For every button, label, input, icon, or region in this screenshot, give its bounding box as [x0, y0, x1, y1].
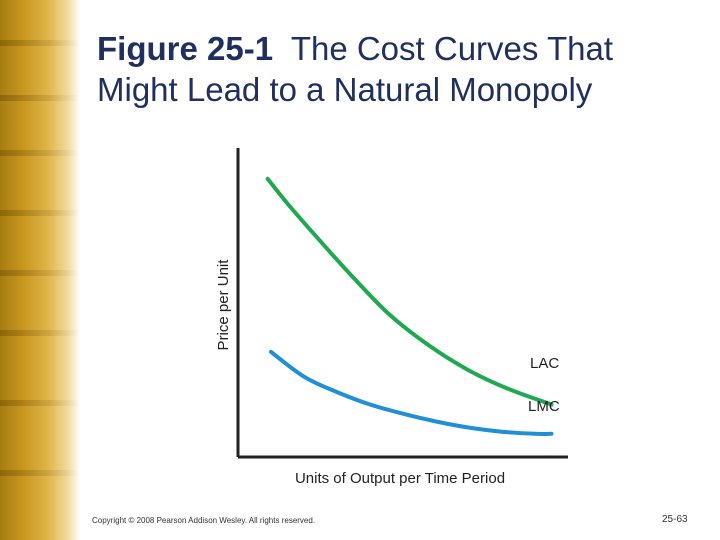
- y-axis-label: Price per Unit: [215, 259, 232, 351]
- lac-curve: [265, 176, 554, 407]
- lmc-label: LMC: [528, 398, 560, 415]
- decorative-side-image: [0, 0, 80, 540]
- copyright-notice: Copyright © 2008 Pearson Addison Wesley.…: [92, 516, 316, 525]
- x-axis-label: Units of Output per Time Period: [295, 470, 505, 487]
- figure-number: Figure 25-1: [97, 30, 274, 67]
- lmc-curve: [269, 349, 554, 436]
- slide-title: Figure 25-1 The Cost Curves That Might L…: [97, 28, 697, 110]
- figure-title: The Cost Curves That Might Lead to a Nat…: [97, 30, 613, 108]
- page-number: 25-63: [662, 514, 688, 525]
- lac-label: LAC: [530, 355, 559, 372]
